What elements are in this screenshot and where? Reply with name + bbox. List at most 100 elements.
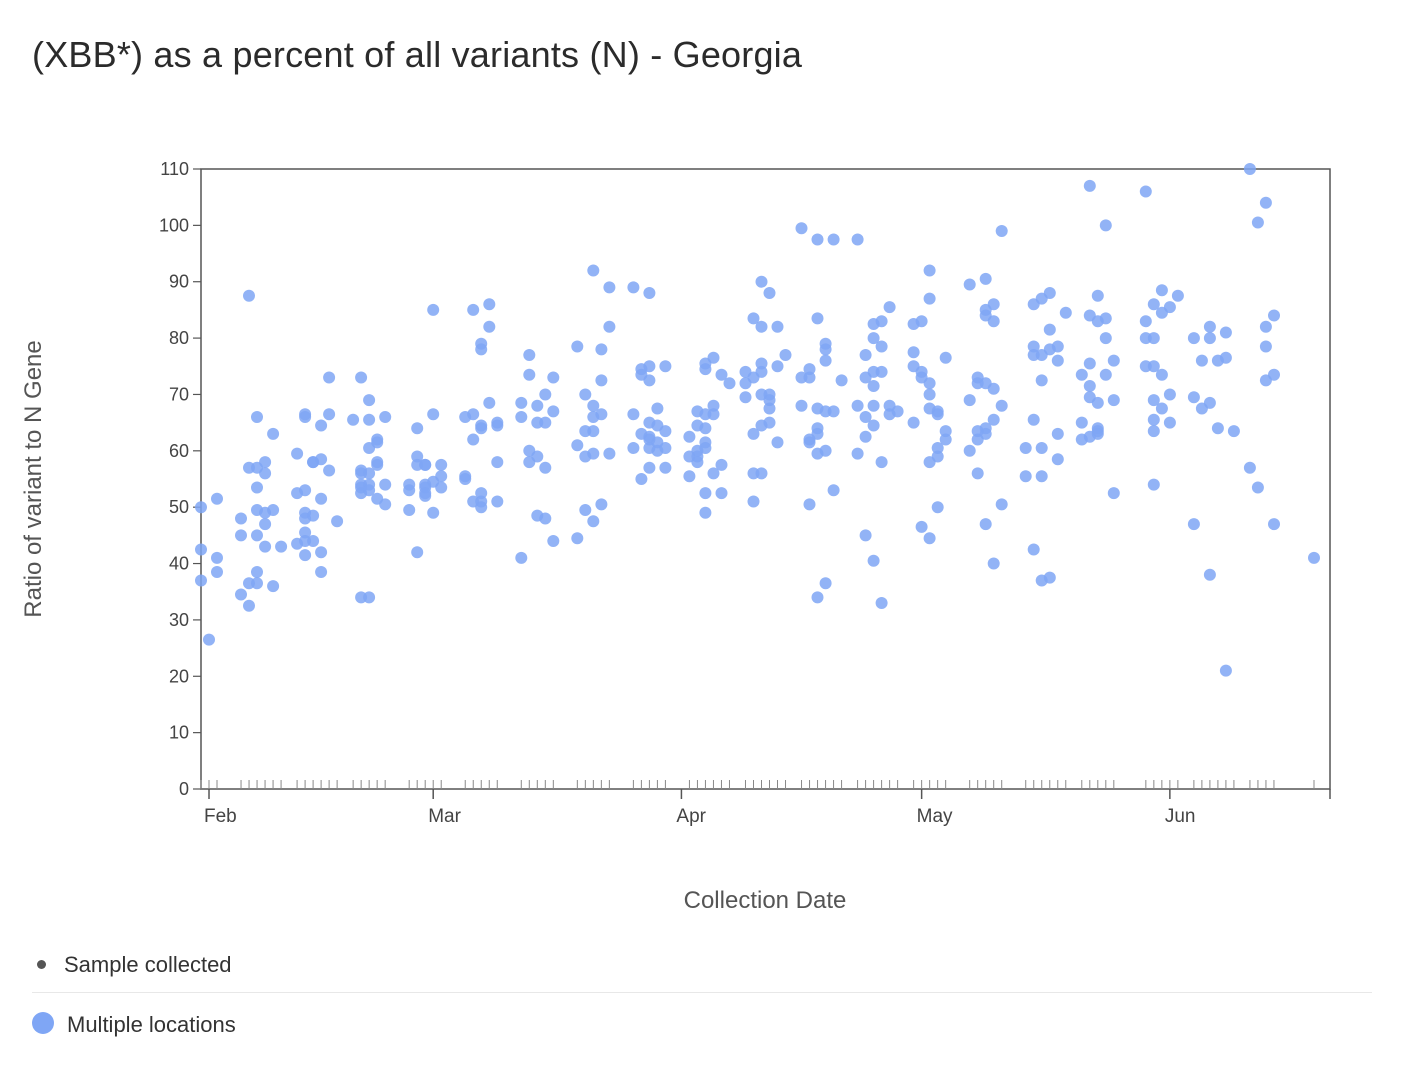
data-point[interactable]: 2023-04-13: 82	[771, 320, 784, 333]
data-point[interactable]: 2023-03-16: 44	[547, 535, 560, 547]
data-point[interactable]: 2023-06-11: 57	[1243, 461, 1256, 474]
data-point[interactable]: 2023-02-12: 59.5	[291, 447, 304, 460]
data-point[interactable]: 2023-05-18: 78.5	[1051, 340, 1064, 353]
data-point[interactable]: 2023-06-08: 81	[1219, 326, 1232, 339]
data-point[interactable]: 2023-02-01: 26.5	[203, 633, 215, 646]
data-point[interactable]: 2023-02-21: 65.5	[363, 413, 376, 426]
data-point[interactable]: 2023-02-23: 54	[379, 478, 392, 491]
data-point[interactable]: 2023-06-08: 76.5	[1219, 351, 1232, 364]
data-point[interactable]: 2023-02-09: 36	[267, 580, 280, 593]
data-point[interactable]: 2023-06-11: 110	[1243, 163, 1256, 175]
data-point[interactable]: 2023-03-27: 55	[635, 473, 648, 485]
data-point[interactable]: 2023-04-20: 97.5	[827, 233, 840, 246]
data-point[interactable]: 2023-04-12: 88	[763, 287, 776, 299]
data-point[interactable]: 2023-05-09: 90.5	[979, 272, 992, 285]
data-point[interactable]: 2023-05-09: 63	[979, 427, 992, 440]
data-point[interactable]: 2023-03-22: 66.5	[595, 408, 608, 421]
data-point[interactable]: 2023-06-06: 82	[1203, 320, 1216, 333]
data-point[interactable]: 2023-04-30: 65	[907, 416, 920, 429]
data-point[interactable]: 2023-02-21: 56	[363, 467, 376, 480]
data-point[interactable]: 2023-02-14: 48.5	[307, 509, 320, 522]
data-point[interactable]: 2023-02-16: 66.5	[323, 408, 336, 421]
data-point[interactable]: 2023-02-28: 52	[419, 489, 432, 502]
data-point[interactable]: 2023-06-19: 41	[1308, 551, 1320, 564]
data-point[interactable]: 2023-06-12: 53.5	[1251, 481, 1264, 494]
data-point[interactable]: 2023-05-30: 54	[1147, 478, 1160, 491]
data-point[interactable]: 2023-06-01: 70	[1163, 388, 1176, 401]
data-point[interactable]: 2023-03-01: 49	[427, 506, 440, 519]
data-point[interactable]: 2023-05-09: 47	[979, 518, 992, 531]
data-point[interactable]: 2023-05-29: 106	[1139, 185, 1152, 198]
data-point[interactable]: 2023-02-28: 57.5	[419, 458, 432, 471]
data-point[interactable]: 2023-05-02: 87	[923, 292, 936, 305]
data-point[interactable]: 2023-05-04: 76.5	[939, 351, 952, 364]
data-point[interactable]: 2023-03-16: 73	[547, 371, 560, 384]
data-point[interactable]: 2023-05-17: 81.5	[1043, 323, 1056, 336]
data-point[interactable]: 2023-06-07: 64	[1211, 422, 1224, 435]
data-point[interactable]: 2023-04-25: 64.5	[867, 419, 880, 432]
data-point[interactable]: 2023-05-15: 42.5	[1027, 543, 1040, 556]
data-point[interactable]: 2023-05-30: 80	[1147, 332, 1160, 345]
data-point[interactable]: 2023-05-11: 99	[995, 225, 1008, 237]
data-point[interactable]: 2023-04-05: 56	[707, 467, 720, 480]
data-point[interactable]: 2023-04-06: 52.5	[715, 487, 728, 500]
data-point[interactable]: 2023-02-13: 45.5	[299, 526, 312, 539]
data-point[interactable]: 2023-02-08: 56	[259, 467, 272, 480]
data-point[interactable]: 2023-06-04: 47	[1187, 518, 1200, 531]
data-point[interactable]: 2023-03-09: 64.5	[491, 419, 504, 432]
data-point[interactable]: 2023-04-26: 74	[875, 365, 888, 378]
data-point[interactable]: 2023-05-10: 86	[987, 298, 1000, 311]
data-point[interactable]: 2023-03-06: 62	[467, 433, 480, 446]
data-point[interactable]: 2023-05-10: 65.5	[987, 413, 1000, 426]
data-point[interactable]: 2023-04-11: 90	[755, 275, 768, 288]
data-point[interactable]: 2023-02-10: 43	[275, 540, 288, 553]
data-point[interactable]: 2023-02-22: 57.5	[371, 458, 384, 471]
data-point[interactable]: 2023-03-15: 65	[539, 416, 552, 429]
data-point[interactable]: 2023-02-07: 53.5	[251, 481, 263, 494]
data-point[interactable]: 2023-05-10: 71	[987, 382, 1000, 395]
data-point[interactable]: 2023-05-23: 87.5	[1091, 289, 1104, 302]
data-point[interactable]: 2023-05-25: 69	[1107, 394, 1120, 407]
data-point[interactable]: 2023-05-24: 100	[1099, 219, 1112, 232]
data-point[interactable]: 2023-04-12: 65	[763, 416, 776, 429]
data-point[interactable]: 2023-04-18: 34	[811, 591, 824, 604]
data-point[interactable]: 2023-05-10: 40	[987, 557, 1000, 570]
data-point[interactable]: 2023-05-04: 63.5	[939, 425, 952, 438]
data-point[interactable]: 2023-03-30: 60.5	[659, 442, 672, 454]
data-point[interactable]: 2023-04-17: 61.5	[803, 436, 816, 449]
data-point[interactable]: 2023-04-12: 67.5	[763, 402, 776, 415]
data-point[interactable]: 2023-05-18: 76	[1051, 354, 1064, 367]
data-point[interactable]: 2023-03-13: 73.5	[523, 368, 536, 381]
data-point[interactable]: 2023-04-16: 68	[795, 399, 808, 412]
data-point[interactable]: 2023-06-01: 65	[1163, 416, 1176, 429]
data-point[interactable]: 2023-04-06: 73.5	[715, 368, 728, 381]
data-point[interactable]: 2023-05-22: 75.5	[1083, 357, 1096, 370]
data-point[interactable]: 2023-02-02: 38.5	[211, 566, 223, 578]
data-point[interactable]: 2023-05-07: 69	[963, 394, 976, 407]
data-point[interactable]: 2023-02-07: 66	[251, 411, 263, 423]
data-point[interactable]: 2023-03-09: 51	[491, 495, 504, 508]
data-point[interactable]: 2023-05-02: 92	[923, 264, 936, 277]
data-point[interactable]: 2023-04-23: 97.5	[851, 233, 864, 246]
data-point[interactable]: 2023-04-12: 69	[763, 394, 776, 407]
data-point[interactable]: 2023-06-14: 47	[1268, 518, 1280, 531]
data-point[interactable]: 2023-02-21: 34	[363, 591, 376, 604]
data-point[interactable]: 2023-03-23: 82	[603, 320, 616, 333]
data-point[interactable]: 2023-02-02: 41	[211, 551, 223, 564]
data-point[interactable]: 2023-03-06: 66.5	[467, 408, 480, 421]
data-point[interactable]: 2023-02-15: 42	[315, 546, 328, 559]
data-point[interactable]: 2023-05-29: 83	[1139, 315, 1152, 328]
data-point[interactable]: 2023-03-21: 63.5	[587, 425, 600, 438]
data-point[interactable]: 2023-03-06: 85	[467, 303, 480, 316]
data-point[interactable]: 2023-03-02: 57.5	[435, 458, 448, 471]
data-point[interactable]: 2023-03-09: 58	[491, 456, 504, 469]
data-point[interactable]: 2023-04-11: 82	[755, 320, 768, 333]
data-point[interactable]: 2023-04-14: 77	[779, 349, 792, 361]
data-point[interactable]: 2023-04-19: 60	[819, 444, 832, 457]
data-point[interactable]: 2023-05-21: 73.5	[1075, 368, 1088, 381]
data-point[interactable]: 2023-03-16: 67	[547, 405, 560, 418]
data-point[interactable]: 2023-03-26: 89	[627, 281, 640, 294]
data-point[interactable]: 2023-05-16: 72.5	[1035, 374, 1048, 387]
data-point[interactable]: 2023-05-08: 56	[971, 467, 984, 480]
data-point[interactable]: 2023-04-05: 76.5	[707, 351, 720, 364]
